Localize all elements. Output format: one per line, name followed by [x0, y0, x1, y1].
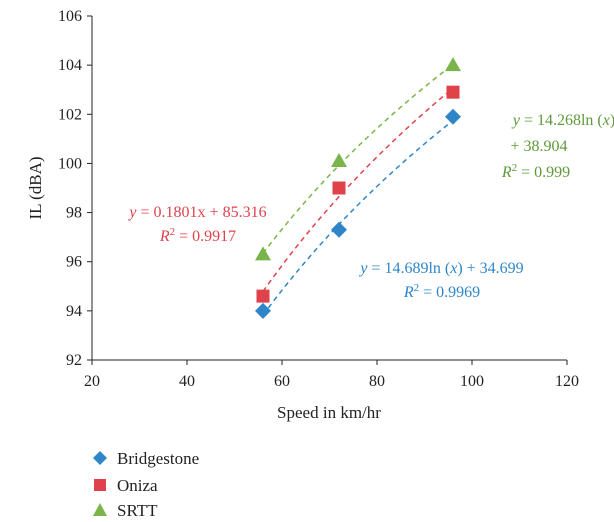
legend-marker-oniza — [94, 479, 106, 491]
y-tick-label: 106 — [58, 8, 82, 25]
legend-label-oniza: Oniza — [117, 476, 158, 495]
legend-item-oniza: Oniza — [94, 476, 158, 495]
legend: Bridgestone Oniza SRTT — [93, 449, 199, 520]
y-tick-label: 100 — [58, 155, 82, 172]
data-point-srtt — [445, 57, 461, 72]
legend-label-srtt: SRTT — [117, 501, 158, 520]
equation-bridgestone: y = 14.689ln (x) + 34.699 R2 = 0.9969 — [358, 260, 523, 301]
y-tick-label: 102 — [58, 106, 82, 123]
legend-marker-srtt — [93, 503, 107, 516]
x-tick-label: 20 — [84, 373, 100, 390]
trendline-oniza — [262, 87, 454, 292]
data-points — [255, 57, 461, 319]
legend-item-bridgestone: Bridgestone — [93, 449, 199, 468]
data-point-oniza — [256, 289, 270, 303]
trendline-srtt — [262, 63, 454, 254]
equation-oniza-line1: y = 0.1801x + 85.316 — [127, 204, 266, 221]
x-tick-label: 80 — [369, 373, 385, 390]
y-tick-label: 96 — [66, 254, 82, 271]
x-tick-label: 60 — [274, 373, 290, 390]
equation-srtt-line2: + 38.904 — [510, 138, 567, 155]
trendlines — [262, 63, 454, 316]
data-point-bridgestone — [445, 108, 461, 125]
equation-oniza: y = 0.1801x + 85.316 R2 = 0.9917 — [127, 204, 266, 245]
legend-item-srtt: SRTT — [93, 501, 158, 520]
data-point-srtt — [331, 152, 347, 167]
data-point-oniza — [446, 85, 460, 99]
data-point-bridgestone — [331, 221, 347, 238]
y-tick-label: 98 — [66, 205, 82, 222]
equation-bridgestone-line1: y = 14.689ln (x) + 34.699 — [358, 260, 523, 277]
x-tick-label: 100 — [460, 373, 484, 390]
y-tick-label: 104 — [58, 57, 82, 74]
equation-srtt-r2: R2 = 0.999 — [501, 162, 570, 181]
legend-marker-bridgestone — [93, 451, 107, 465]
x-tick-label: 40 — [179, 373, 195, 390]
equation-oniza-r2: R2 = 0.9917 — [159, 226, 236, 245]
axes — [87, 15, 568, 365]
equation-srtt: y = 14.268ln (x) + 38.904 R2 = 0.999 — [501, 112, 614, 181]
x-tick-label: 120 — [555, 373, 579, 390]
trendline-bridgestone — [262, 119, 454, 316]
data-point-oniza — [332, 181, 346, 195]
data-point-srtt — [255, 246, 271, 261]
y-tick-label: 92 — [66, 352, 82, 369]
tick-labels: 92 94 96 98 100 102 104 106 20 40 60 80 100 120 — [58, 8, 579, 390]
equation-bridgestone-r2: R2 = 0.9969 — [403, 282, 480, 301]
x-axis-title: Speed in km/hr — [277, 403, 381, 422]
legend-label-bridgestone: Bridgestone — [117, 449, 199, 468]
y-axis-title: IL (dBA) — [26, 156, 45, 219]
y-tick-label: 94 — [66, 303, 82, 320]
data-point-bridgestone — [255, 302, 271, 319]
equation-srtt-line1: y = 14.268ln (x) — [511, 112, 614, 129]
